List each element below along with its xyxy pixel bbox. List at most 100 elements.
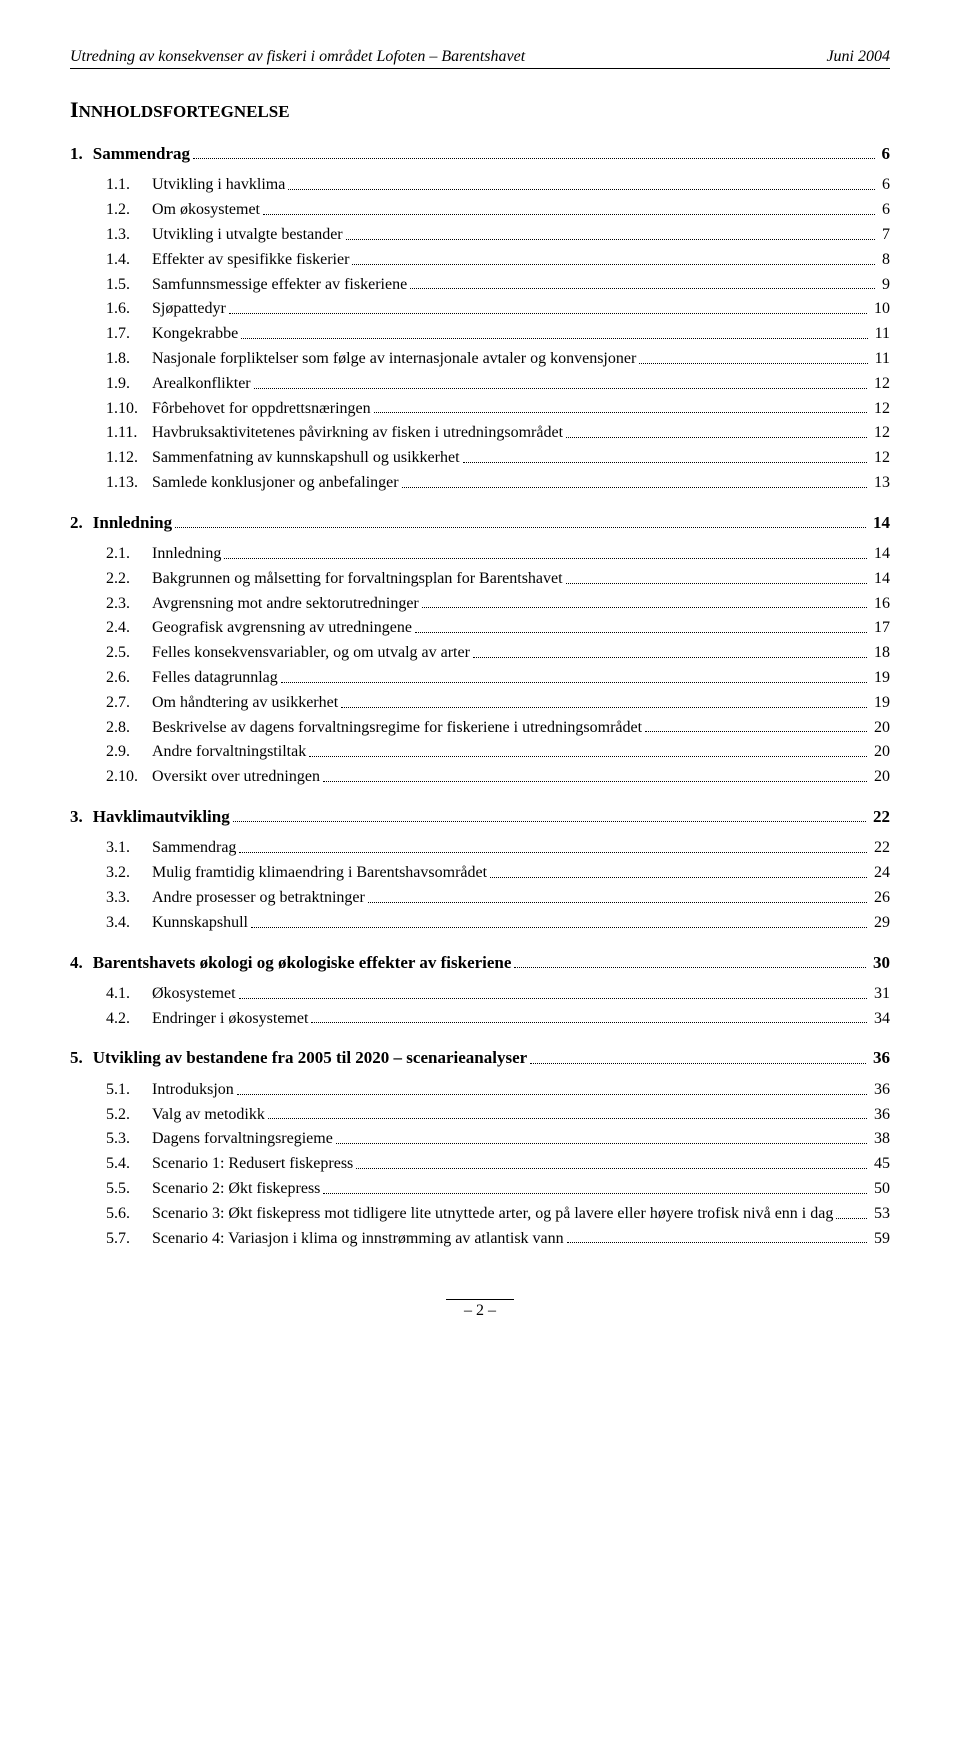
toc-number: 5.5. xyxy=(106,1177,152,1202)
toc-number: 5.3. xyxy=(106,1127,152,1152)
toc-page: 29 xyxy=(870,911,890,936)
toc-label: Sammenfatning av kunnskapshull og usikke… xyxy=(152,446,460,471)
toc-subsection: 5.5.Scenario 2: Økt fiskepress50 xyxy=(70,1177,890,1202)
toc-subsection: 2.1.Innledning14 xyxy=(70,542,890,567)
toc-page: 50 xyxy=(870,1177,890,1202)
toc-number: 4.2. xyxy=(106,1007,152,1032)
toc-leader-dots xyxy=(410,288,875,289)
toc-leader-dots xyxy=(836,1218,867,1219)
toc-number: 1.11. xyxy=(106,421,152,446)
toc-leader-dots xyxy=(237,1094,867,1095)
page-footer: –2– xyxy=(70,1299,890,1320)
toc-leader-dots xyxy=(346,239,875,240)
toc-number: 1.12. xyxy=(106,446,152,471)
toc-number: 5.6. xyxy=(106,1202,152,1227)
toc-page: 22 xyxy=(869,804,890,830)
toc-leader-dots xyxy=(323,781,867,782)
toc-page: 53 xyxy=(870,1202,890,1227)
toc-subsection: 1.2.Om økosystemet6 xyxy=(70,198,890,223)
toc-number: 1.2. xyxy=(106,198,152,223)
toc-label: Utvikling i utvalgte bestander xyxy=(152,223,343,248)
toc-number: 1.10. xyxy=(106,397,152,422)
header-left: Utredning av konsekvenser av fiskeri i o… xyxy=(70,48,525,66)
toc-label: Om håndtering av usikkerhet xyxy=(152,691,338,716)
toc-page: 38 xyxy=(870,1127,890,1152)
toc-leader-dots xyxy=(239,852,867,853)
toc-section: 3.Havklimautvikling22 xyxy=(70,804,890,830)
toc-number: 5.2. xyxy=(106,1103,152,1128)
toc-page: 34 xyxy=(870,1007,890,1032)
toc-number: 5. xyxy=(70,1045,93,1071)
toc-label: Havbruksaktivitetenes påvirkning av fisk… xyxy=(152,421,563,446)
header-rule xyxy=(70,68,890,69)
toc-subsection: 2.3.Avgrensning mot andre sektorutrednin… xyxy=(70,592,890,617)
toc-label: Introduksjon xyxy=(152,1078,234,1103)
toc-page: 36 xyxy=(870,1078,890,1103)
toc-number: 2.4. xyxy=(106,616,152,641)
toc-subsection: 1.10.Fôrbehovet for oppdrettsnæringen12 xyxy=(70,397,890,422)
toc-label: Valg av metodikk xyxy=(152,1103,265,1128)
toc-page: 11 xyxy=(871,322,890,347)
toc-subsection: 1.6.Sjøpattedyr10 xyxy=(70,297,890,322)
toc-label: Innledning xyxy=(93,510,172,536)
toc-label: Felles konsekvensvariabler, og om utvalg… xyxy=(152,641,470,666)
toc-leader-dots xyxy=(473,657,867,658)
toc-number: 2.10. xyxy=(106,765,152,790)
toc-subsection: 5.3.Dagens forvaltningsregieme38 xyxy=(70,1127,890,1152)
toc-page: 26 xyxy=(870,886,890,911)
toc-number: 2.6. xyxy=(106,666,152,691)
toc-leader-dots xyxy=(402,487,867,488)
toc-subsection: 2.4.Geografisk avgrensning av utredninge… xyxy=(70,616,890,641)
toc-subsection: 5.4.Scenario 1: Redusert fiskepress45 xyxy=(70,1152,890,1177)
toc-leader-dots xyxy=(311,1022,867,1023)
toc-label: Utvikling i havklima xyxy=(152,173,285,198)
toc-label: Andre forvaltningstiltak xyxy=(152,740,306,765)
toc-subsection: 1.8.Nasjonale forpliktelser som følge av… xyxy=(70,347,890,372)
toc-subsection: 5.1.Introduksjon36 xyxy=(70,1078,890,1103)
toc-leader-dots xyxy=(263,214,875,215)
title-rest: NNHOLDSFORTEGNELSE xyxy=(79,102,290,121)
header-right: Juni 2004 xyxy=(826,48,890,66)
toc-leader-dots xyxy=(514,967,866,968)
toc-number: 1. xyxy=(70,141,93,167)
dash-left: – xyxy=(460,1302,476,1319)
toc-subsection: 2.2.Bakgrunnen og målsetting for forvalt… xyxy=(70,567,890,592)
toc-number: 2.7. xyxy=(106,691,152,716)
toc-number: 4.1. xyxy=(106,982,152,1007)
toc-page: 36 xyxy=(869,1045,890,1071)
toc-page: 20 xyxy=(870,765,890,790)
toc-leader-dots xyxy=(281,682,867,683)
toc-page: 59 xyxy=(870,1227,890,1252)
toc-label: Arealkonflikter xyxy=(152,372,251,397)
toc-subsection: 1.5.Samfunnsmessige effekter av fiskerie… xyxy=(70,273,890,298)
toc-page: 20 xyxy=(870,716,890,741)
toc-leader-dots xyxy=(323,1193,867,1194)
toc-number: 2.5. xyxy=(106,641,152,666)
toc-number: 1.4. xyxy=(106,248,152,273)
toc-label: Sjøpattedyr xyxy=(152,297,226,322)
toc-number: 3. xyxy=(70,804,93,830)
toc-subsection: 2.10.Oversikt over utredningen20 xyxy=(70,765,890,790)
toc-leader-dots xyxy=(374,412,867,413)
toc-leader-dots xyxy=(566,583,867,584)
toc-label: Sammendrag xyxy=(152,836,236,861)
toc-leader-dots xyxy=(352,264,875,265)
toc-leader-dots xyxy=(639,363,867,364)
toc-leader-dots xyxy=(224,558,867,559)
toc-leader-dots xyxy=(356,1168,867,1169)
table-of-contents: 1.Sammendrag61.1.Utvikling i havklima61.… xyxy=(70,141,890,1251)
toc-label: Felles datagrunnlag xyxy=(152,666,278,691)
toc-number: 5.4. xyxy=(106,1152,152,1177)
page-number: 2 xyxy=(476,1302,484,1319)
toc-leader-dots xyxy=(463,462,867,463)
toc-leader-dots xyxy=(368,902,867,903)
toc-page: 30 xyxy=(869,950,890,976)
toc-page: 19 xyxy=(870,666,890,691)
toc-leader-dots xyxy=(193,158,874,159)
toc-label: Nasjonale forpliktelser som følge av int… xyxy=(152,347,636,372)
toc-label: Barentshavets økologi og økologiske effe… xyxy=(93,950,512,976)
toc-page: 6 xyxy=(878,141,891,167)
toc-leader-dots xyxy=(415,632,867,633)
toc-subsection: 3.3.Andre prosesser og betraktninger26 xyxy=(70,886,890,911)
toc-leader-dots xyxy=(341,707,867,708)
